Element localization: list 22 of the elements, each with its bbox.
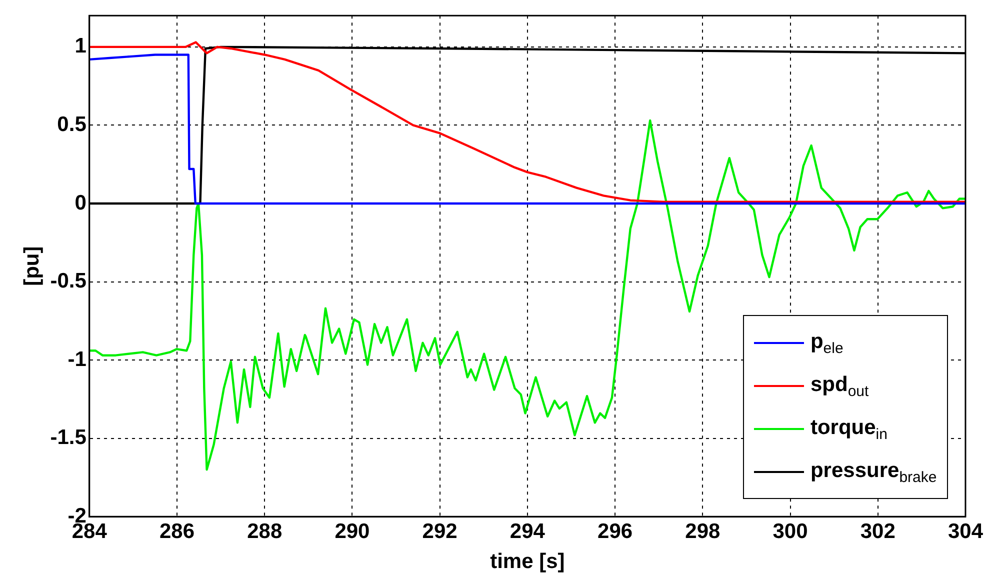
x-tick-label: 304 [948,520,984,543]
x-tick-label: 296 [598,520,633,543]
legend-label: torque$_{in}$ [810,416,888,443]
y-axis-title: [pu] [20,246,44,286]
x-tick-label: 298 [685,520,720,543]
y-tick-label: 1 [74,34,87,58]
x-tick-label: 286 [159,520,195,543]
x-tick-label: 302 [860,520,896,543]
x-axis-title: time [s] [490,550,565,574]
y-tick-label: -1 [68,348,87,371]
x-tick-label: 292 [422,520,458,543]
legend-label: p$_{ele}$ [810,330,844,357]
y-tick-label: 0 [74,191,86,214]
x-tick-label: 294 [510,520,546,543]
y-tick-label: -1.5 [50,426,87,450]
y-tick-label: 0.5 [57,112,87,136]
x-tick-label: 300 [772,520,808,543]
legend-label: spd$_{out}$ [810,372,869,400]
y-tick-label: -0.5 [50,270,87,293]
legend-label: pressure$_{brake}$ [810,458,937,486]
x-tick-label: 290 [334,520,370,543]
x-tick-label: 288 [247,520,282,543]
